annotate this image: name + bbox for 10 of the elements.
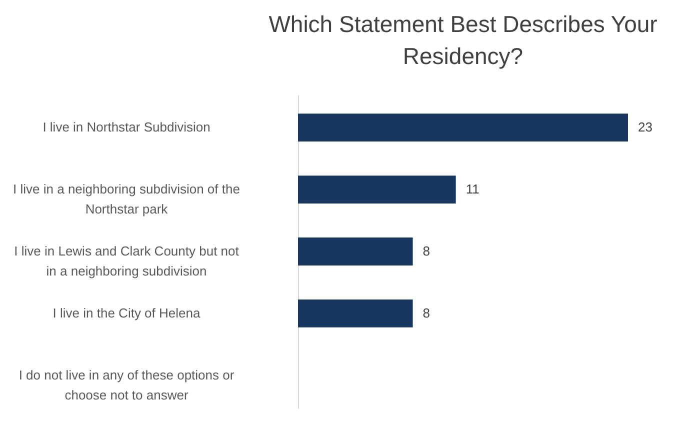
- y-tick-label: I live in a neighboring subdivision of the Northstar park: [13, 182, 240, 217]
- y-tick-label: I live in the City of Helena: [52, 305, 201, 320]
- data-label: 11: [466, 182, 480, 197]
- data-label: 23: [638, 120, 652, 135]
- y-tick-label: I live in Lewis and Clark County but not in a neighboring subdivision: [14, 244, 240, 278]
- y-tick-label: I live in Northstar Subdivision: [42, 120, 210, 135]
- data-label: 8: [422, 244, 430, 258]
- y-tick-label: I do not live in any of these options or choose not to answer: [18, 367, 235, 402]
- chart-title: Which Statement Best Describes Your Residency?: [268, 11, 658, 69]
- data-label: 8: [422, 305, 430, 320]
